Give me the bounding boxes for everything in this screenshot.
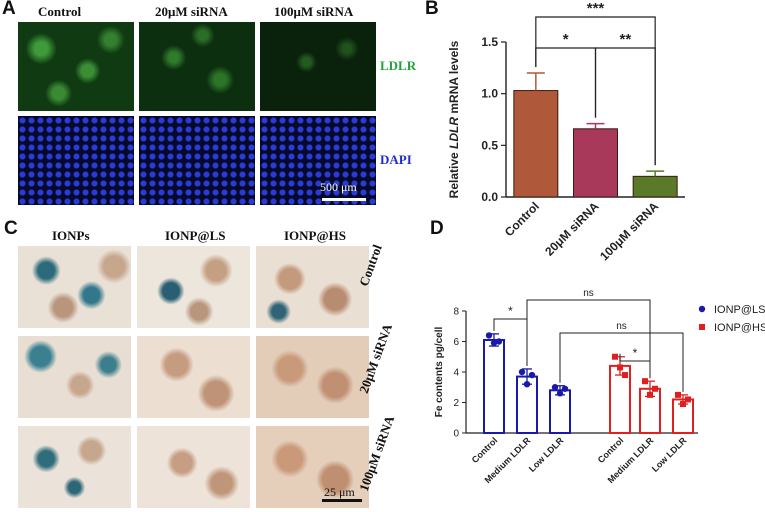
xtick-label-b-0: Control (502, 199, 542, 239)
micrograph-ionp-ls-100um (137, 426, 250, 508)
legend-label-d-1: IONP@HS (714, 322, 765, 334)
ytick-label-d-0: 0 (453, 429, 459, 440)
scale-bar-a (322, 198, 366, 201)
legend-marker-d-0 (698, 305, 706, 313)
xtick-label-d-0-2: Low LDLR (527, 435, 566, 474)
bar-d-0-0 (483, 338, 505, 434)
sig-label-b-2: ** (619, 31, 631, 48)
point-d-0-2-2 (561, 385, 569, 392)
micrograph-ionp-hs-100um (256, 426, 369, 508)
channel-label-ldlr: LDLR (380, 58, 417, 73)
panel-a-col-label-20um: 20μM siRNA (155, 4, 228, 19)
scale-bar-label-c: 25 μm (324, 485, 355, 499)
micrograph-dapi-100um (260, 116, 376, 205)
point-d-1-1-2 (652, 385, 658, 392)
ytick-label-d-2: 4 (453, 368, 459, 379)
point-d-1-2-2 (685, 396, 691, 403)
panel-label-c: C (4, 218, 18, 239)
micrograph-ionp-ls-20um (137, 336, 250, 418)
sig-label-b-0: *** (587, 0, 605, 17)
xtick-label-d-1-0: Control (596, 435, 626, 465)
point-d-1-0-0 (612, 353, 618, 360)
panel-a-col-label-control: Control (38, 4, 82, 19)
point-d-1-0-2 (622, 372, 628, 379)
sig-bracket-b-2 (594, 47, 656, 166)
ytick-label-d-4: 8 (453, 307, 459, 318)
sig-label-b-1: * (563, 31, 569, 48)
sig-bracket-d-3 (619, 353, 651, 379)
point-d-0-2-1 (556, 390, 564, 397)
sig-bracket-d-1 (526, 299, 651, 379)
point-d-0-1-1 (523, 381, 531, 388)
ylabel-b: Relative LDLR mRNA levels (447, 40, 461, 198)
ytick-label-d-1: 2 (453, 398, 459, 409)
ytick-label-b-1: 0.5 (481, 138, 498, 152)
bar-b-2 (632, 175, 678, 198)
micrograph-ionps-20um (18, 336, 131, 418)
legend-label-d-0: IONP@LS (714, 304, 765, 316)
point-d-0-0-1 (490, 339, 498, 347)
micrograph-ldlr-20um (139, 22, 255, 111)
micrograph-ldlr-100um (260, 22, 376, 111)
bar-d-0-2 (549, 389, 571, 435)
micrograph-ionps-control (18, 246, 131, 328)
point-d-1-1-0 (642, 378, 648, 385)
channel-label-dapi: DAPI (380, 152, 412, 167)
micrograph-dapi-control (18, 116, 134, 205)
point-d-0-2-0 (551, 384, 559, 391)
point-d-1-0-1 (617, 364, 623, 371)
point-d-0-0-0 (485, 332, 493, 339)
panel-a-col-label-100um: 100μM siRNA (274, 4, 354, 19)
panel-label-d: D (430, 218, 444, 239)
panel-label-b: B (425, 0, 439, 19)
ytick-label-b-2: 1.0 (481, 87, 498, 101)
scale-bar-label-a: 500 μm (320, 180, 357, 194)
sig-label-d-1: ns (583, 288, 594, 299)
micrograph-ionp-hs-control (256, 246, 369, 328)
micrograph-ionp-ls-control (137, 246, 250, 328)
chart-b: 0.0 0.5 1.0 1.5 Relative LDLR mRNA levels Con… (447, 0, 685, 263)
micrograph-ionps-100um (18, 426, 131, 508)
point-d-1-2-0 (675, 391, 681, 398)
ytick-label-b-0: 0.0 (481, 190, 498, 204)
point-d-0-0-2 (495, 338, 503, 345)
sig-label-d-3: * (633, 346, 638, 360)
point-d-1-2-1 (680, 401, 686, 408)
ytick-label-b-3: 1.5 (481, 35, 498, 49)
panel-c-col-label-ionp-hs: IONP@HS (284, 228, 346, 243)
xtick-label-d-1-2: Low LDLR (650, 435, 689, 474)
sig-label-d-0: * (508, 304, 513, 318)
point-d-0-1-0 (518, 368, 526, 376)
legend-marker-d-1 (699, 324, 705, 330)
panel-c-col-label-ionps: IONPs (52, 228, 90, 243)
bar-b-0 (513, 90, 559, 198)
sig-bracket-d-2 (559, 332, 684, 392)
micrograph-ldlr-control (18, 22, 134, 111)
xtick-label-d-0-0: Control (470, 435, 500, 465)
scale-bar-c (322, 499, 362, 502)
sig-label-d-2: ns (616, 321, 627, 332)
ytick-label-d-3: 6 (453, 337, 459, 348)
bar-b-1 (573, 128, 618, 198)
panel-label-a: A (2, 0, 16, 19)
ylabel-d: Fe contents pg/cell (434, 326, 445, 417)
micrograph-dapi-20um (139, 116, 255, 205)
point-d-0-1-2 (528, 371, 536, 379)
micrograph-ionp-hs-20um (256, 336, 369, 418)
point-d-1-1-1 (647, 391, 653, 398)
panel-c-col-label-ionp-ls: IONP@LS (165, 228, 226, 243)
